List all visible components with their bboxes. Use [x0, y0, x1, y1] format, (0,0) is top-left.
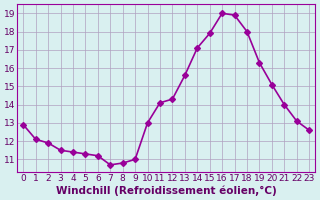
X-axis label: Windchill (Refroidissement éolien,°C): Windchill (Refroidissement éolien,°C) — [56, 185, 276, 196]
